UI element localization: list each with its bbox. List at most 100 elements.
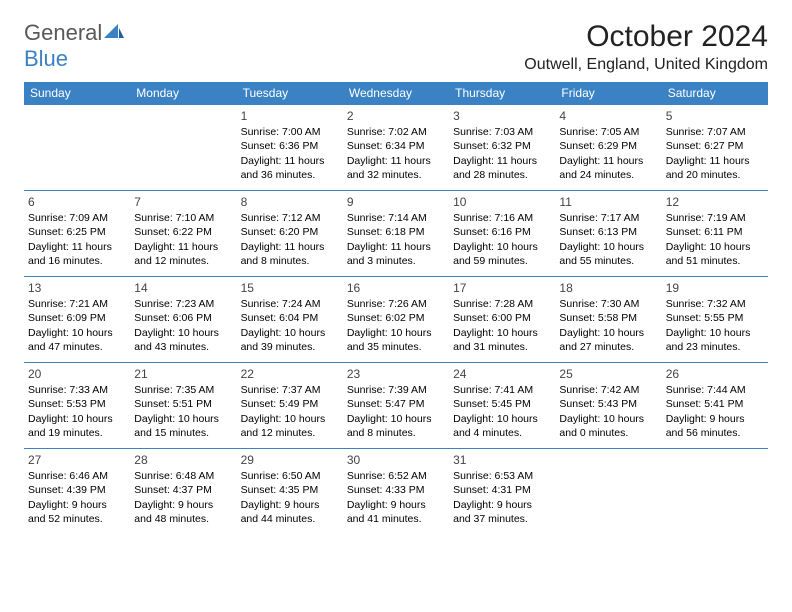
daylight-line: Daylight: 9 hours and 52 minutes. [28, 498, 126, 526]
day-number: 13 [28, 280, 126, 296]
sunset-line: Sunset: 6:02 PM [347, 311, 445, 325]
calendar-cell-empty [555, 449, 661, 535]
sunrise-line: Sunrise: 7:07 AM [666, 125, 764, 139]
header: General Blue October 2024 Outwell, Engla… [24, 20, 768, 74]
sunset-line: Sunset: 6:25 PM [28, 225, 126, 239]
day-number: 23 [347, 366, 445, 382]
calendar-cell: 31Sunrise: 6:53 AMSunset: 4:31 PMDayligh… [449, 449, 555, 535]
calendar-cell-empty [130, 105, 236, 191]
sunrise-line: Sunrise: 7:28 AM [453, 297, 551, 311]
daylight-line: Daylight: 11 hours and 16 minutes. [28, 240, 126, 268]
day-number: 16 [347, 280, 445, 296]
sunset-line: Sunset: 4:39 PM [28, 483, 126, 497]
sunrise-line: Sunrise: 7:05 AM [559, 125, 657, 139]
calendar-cell: 8Sunrise: 7:12 AMSunset: 6:20 PMDaylight… [237, 191, 343, 277]
daylight-line: Daylight: 10 hours and 59 minutes. [453, 240, 551, 268]
calendar-cell: 18Sunrise: 7:30 AMSunset: 5:58 PMDayligh… [555, 277, 661, 363]
calendar-row: 27Sunrise: 6:46 AMSunset: 4:39 PMDayligh… [24, 449, 768, 535]
calendar-cell: 5Sunrise: 7:07 AMSunset: 6:27 PMDaylight… [662, 105, 768, 191]
calendar-cell: 3Sunrise: 7:03 AMSunset: 6:32 PMDaylight… [449, 105, 555, 191]
calendar-cell-empty [662, 449, 768, 535]
sunrise-line: Sunrise: 7:19 AM [666, 211, 764, 225]
calendar-row: 6Sunrise: 7:09 AMSunset: 6:25 PMDaylight… [24, 191, 768, 277]
sunrise-line: Sunrise: 7:26 AM [347, 297, 445, 311]
calendar-cell: 14Sunrise: 7:23 AMSunset: 6:06 PMDayligh… [130, 277, 236, 363]
daylight-line: Daylight: 10 hours and 8 minutes. [347, 412, 445, 440]
day-header: Sunday [24, 82, 130, 105]
sunset-line: Sunset: 6:11 PM [666, 225, 764, 239]
sunset-line: Sunset: 6:06 PM [134, 311, 232, 325]
sunrise-line: Sunrise: 7:09 AM [28, 211, 126, 225]
sunset-line: Sunset: 6:36 PM [241, 139, 339, 153]
day-header: Tuesday [237, 82, 343, 105]
sunrise-line: Sunrise: 7:14 AM [347, 211, 445, 225]
calendar-body: 1Sunrise: 7:00 AMSunset: 6:36 PMDaylight… [24, 105, 768, 535]
daylight-line: Daylight: 11 hours and 24 minutes. [559, 154, 657, 182]
day-number: 25 [559, 366, 657, 382]
day-number: 20 [28, 366, 126, 382]
day-number: 9 [347, 194, 445, 210]
sunrise-line: Sunrise: 7:39 AM [347, 383, 445, 397]
calendar-cell: 6Sunrise: 7:09 AMSunset: 6:25 PMDaylight… [24, 191, 130, 277]
daylight-line: Daylight: 10 hours and 4 minutes. [453, 412, 551, 440]
sunset-line: Sunset: 6:34 PM [347, 139, 445, 153]
calendar-cell: 28Sunrise: 6:48 AMSunset: 4:37 PMDayligh… [130, 449, 236, 535]
calendar-cell: 12Sunrise: 7:19 AMSunset: 6:11 PMDayligh… [662, 191, 768, 277]
daylight-line: Daylight: 10 hours and 12 minutes. [241, 412, 339, 440]
calendar-cell: 10Sunrise: 7:16 AMSunset: 6:16 PMDayligh… [449, 191, 555, 277]
calendar-cell: 30Sunrise: 6:52 AMSunset: 4:33 PMDayligh… [343, 449, 449, 535]
day-header: Saturday [662, 82, 768, 105]
daylight-line: Daylight: 10 hours and 55 minutes. [559, 240, 657, 268]
sunset-line: Sunset: 6:09 PM [28, 311, 126, 325]
sunrise-line: Sunrise: 7:00 AM [241, 125, 339, 139]
sunset-line: Sunset: 6:18 PM [347, 225, 445, 239]
day-number: 5 [666, 108, 764, 124]
calendar-row: 13Sunrise: 7:21 AMSunset: 6:09 PMDayligh… [24, 277, 768, 363]
sunrise-line: Sunrise: 7:42 AM [559, 383, 657, 397]
sunrise-line: Sunrise: 7:02 AM [347, 125, 445, 139]
daylight-line: Daylight: 10 hours and 47 minutes. [28, 326, 126, 354]
day-header: Friday [555, 82, 661, 105]
day-number: 21 [134, 366, 232, 382]
day-number: 15 [241, 280, 339, 296]
sunrise-line: Sunrise: 6:48 AM [134, 469, 232, 483]
sunset-line: Sunset: 4:31 PM [453, 483, 551, 497]
sunset-line: Sunset: 4:33 PM [347, 483, 445, 497]
calendar-cell: 20Sunrise: 7:33 AMSunset: 5:53 PMDayligh… [24, 363, 130, 449]
daylight-line: Daylight: 11 hours and 8 minutes. [241, 240, 339, 268]
daylight-line: Daylight: 10 hours and 23 minutes. [666, 326, 764, 354]
day-header: Wednesday [343, 82, 449, 105]
calendar-cell: 7Sunrise: 7:10 AMSunset: 6:22 PMDaylight… [130, 191, 236, 277]
sunset-line: Sunset: 5:58 PM [559, 311, 657, 325]
day-number: 31 [453, 452, 551, 468]
sunrise-line: Sunrise: 7:33 AM [28, 383, 126, 397]
daylight-line: Daylight: 11 hours and 20 minutes. [666, 154, 764, 182]
day-number: 22 [241, 366, 339, 382]
calendar-cell: 26Sunrise: 7:44 AMSunset: 5:41 PMDayligh… [662, 363, 768, 449]
day-number: 10 [453, 194, 551, 210]
sunset-line: Sunset: 6:27 PM [666, 139, 764, 153]
sunset-line: Sunset: 5:47 PM [347, 397, 445, 411]
sunset-line: Sunset: 4:35 PM [241, 483, 339, 497]
day-number: 30 [347, 452, 445, 468]
calendar-cell: 1Sunrise: 7:00 AMSunset: 6:36 PMDaylight… [237, 105, 343, 191]
title-block: October 2024 Outwell, England, United Ki… [524, 20, 768, 74]
day-number: 7 [134, 194, 232, 210]
day-number: 18 [559, 280, 657, 296]
calendar-cell-empty [24, 105, 130, 191]
day-header: Thursday [449, 82, 555, 105]
calendar-row: 20Sunrise: 7:33 AMSunset: 5:53 PMDayligh… [24, 363, 768, 449]
sunrise-line: Sunrise: 7:21 AM [28, 297, 126, 311]
sunrise-line: Sunrise: 7:44 AM [666, 383, 764, 397]
daylight-line: Daylight: 10 hours and 27 minutes. [559, 326, 657, 354]
day-number: 17 [453, 280, 551, 296]
sunrise-line: Sunrise: 7:03 AM [453, 125, 551, 139]
calendar-cell: 17Sunrise: 7:28 AMSunset: 6:00 PMDayligh… [449, 277, 555, 363]
day-number: 29 [241, 452, 339, 468]
sunrise-line: Sunrise: 7:35 AM [134, 383, 232, 397]
day-header-row: SundayMondayTuesdayWednesdayThursdayFrid… [24, 82, 768, 105]
sunset-line: Sunset: 6:04 PM [241, 311, 339, 325]
sunset-line: Sunset: 5:49 PM [241, 397, 339, 411]
calendar-cell: 19Sunrise: 7:32 AMSunset: 5:55 PMDayligh… [662, 277, 768, 363]
calendar-cell: 21Sunrise: 7:35 AMSunset: 5:51 PMDayligh… [130, 363, 236, 449]
